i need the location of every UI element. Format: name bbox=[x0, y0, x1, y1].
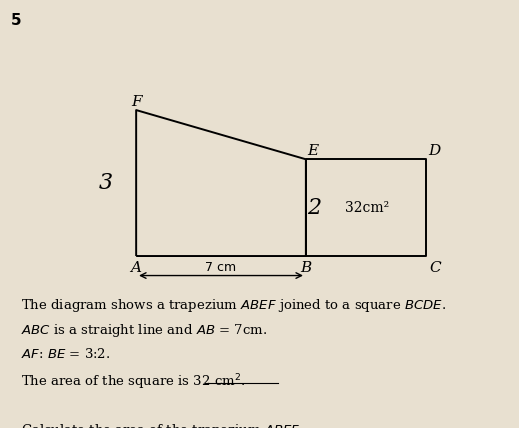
Text: $\mathit{ABC}$ is a straight line and $\mathit{AB}$ = 7cm.: $\mathit{ABC}$ is a straight line and $\… bbox=[21, 322, 267, 339]
Text: D: D bbox=[429, 144, 441, 158]
Text: 3: 3 bbox=[99, 172, 113, 194]
Text: F: F bbox=[131, 95, 142, 109]
Text: The area of the square is 32 cm$^2$.: The area of the square is 32 cm$^2$. bbox=[21, 372, 245, 392]
Text: B: B bbox=[301, 261, 311, 275]
Text: 2: 2 bbox=[307, 196, 321, 219]
Text: A: A bbox=[131, 261, 142, 275]
Text: The diagram shows a trapezium $\mathit{ABEF}$ joined to a square $\mathit{BCDE}$: The diagram shows a trapezium $\mathit{A… bbox=[21, 297, 446, 315]
Text: Calculate the area of the trapezium $\mathit{ABEF}$.: Calculate the area of the trapezium $\ma… bbox=[21, 422, 303, 428]
Text: C: C bbox=[429, 261, 441, 275]
Text: $\mathit{AF}$: $\mathit{BE}$ = 3:2.: $\mathit{AF}$: $\mathit{BE}$ = 3:2. bbox=[21, 347, 110, 361]
Text: 32cm²: 32cm² bbox=[345, 201, 389, 215]
Text: 7 cm: 7 cm bbox=[206, 261, 237, 273]
Text: 5: 5 bbox=[10, 13, 21, 28]
Text: E: E bbox=[307, 144, 318, 158]
